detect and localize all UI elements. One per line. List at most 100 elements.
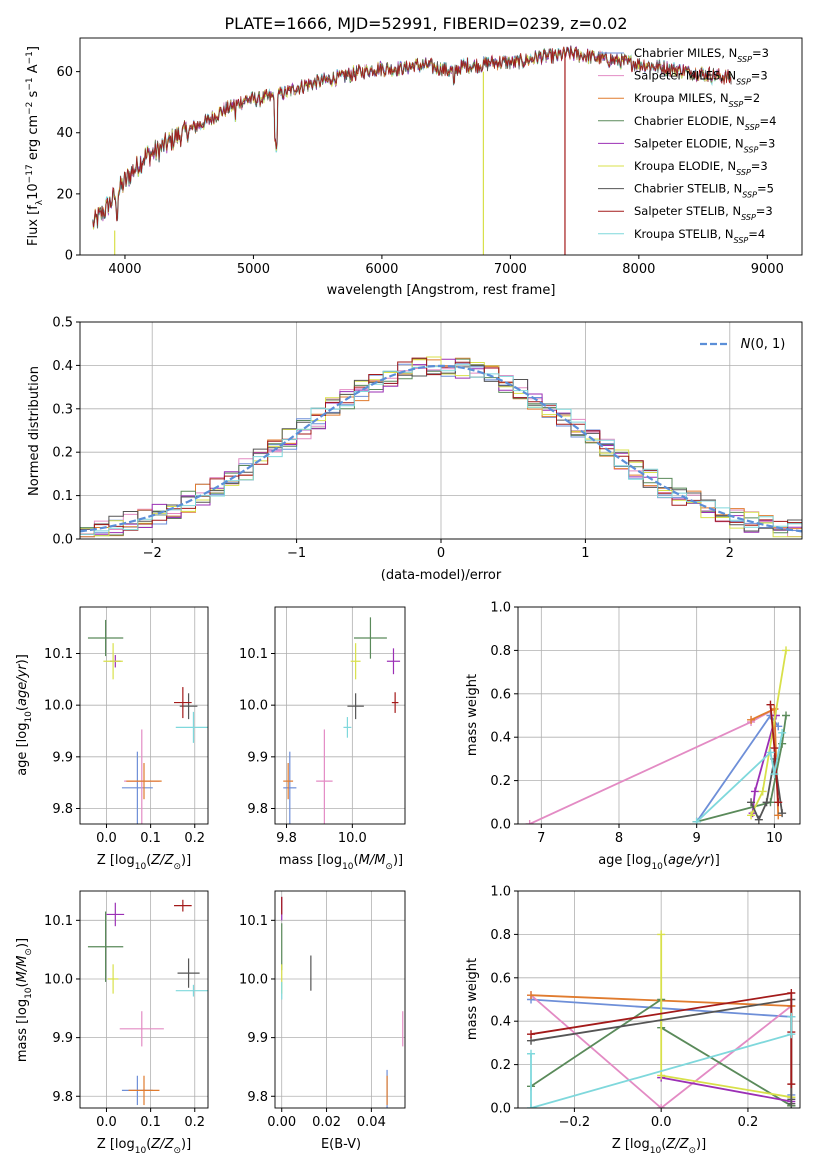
- age_vs_Z-frame: [79, 606, 209, 825]
- legend-entry-rest: =5: [757, 182, 774, 196]
- errorbar-point: [128, 1075, 160, 1106]
- age-vs-mass-xlabel-part: )]: [393, 853, 403, 868]
- mass_weight_vs_age-ytick-label: 0.4: [490, 731, 511, 746]
- mass-weight-marker: [758, 787, 767, 796]
- age-vs-mass-xlabel-part: mass [log: [279, 853, 342, 868]
- mass-vs-z-xlabel-part: 10: [135, 1146, 147, 1156]
- legend-entry-sub: SSP: [736, 168, 751, 177]
- figure-title: PLATE=1666, MJD=52991, FIBERID=0239, z=0…: [224, 14, 627, 33]
- errorbar-point: [174, 687, 192, 719]
- mass-weight-marker: [762, 798, 771, 807]
- mass-weight-marker: [657, 930, 666, 939]
- mass-weight-line-salpeter-stelib: [530, 991, 793, 1085]
- mw-z-xlabel: Z [log10(Z/Z⊙)]: [612, 1137, 706, 1156]
- mass_weight_vs_age-ytick-label: 0.6: [490, 687, 511, 702]
- residuals-xtick-label: −1: [287, 546, 306, 561]
- age_vs_Z-ytick-label: 10.0: [44, 699, 73, 714]
- mw-age-xlabel-part: (: [663, 853, 668, 868]
- legend-entry-rest: =4: [748, 227, 765, 241]
- spectrum-ytick-label: 20: [56, 187, 73, 202]
- residuals-ytick-label: 0.1: [52, 489, 73, 504]
- age_vs_Z-xtick-label: 0.2: [184, 831, 205, 846]
- mass-vs-z-xlabel-part: )]: [181, 1137, 191, 1152]
- mass-weight-line-kroupa-stelib: [530, 1016, 793, 1108]
- legend-entry-rest: =3: [751, 159, 768, 173]
- age-vs-mass-xlabel: mass [log10(M/M⊙)]: [279, 853, 403, 872]
- age_vs_Z-xtick-label: 0.0: [96, 831, 117, 846]
- mass_weight_vs_age-ytick-label: 0.8: [490, 644, 511, 659]
- mass-weight-marker: [778, 728, 787, 737]
- mass_weight_vs_Z-ytick-label: 0.6: [490, 971, 511, 986]
- mass-weight-marker: [657, 1071, 666, 1080]
- mass-weight-marker: [527, 1049, 536, 1058]
- age-vs-z-ylabel-part: 10: [24, 711, 34, 723]
- legend-entry: Chabrier ELODIE, NSSP=4: [634, 114, 776, 132]
- spectrum-ylabel-part: ]: [26, 46, 41, 51]
- mass-weight-marker: [747, 811, 756, 820]
- legend-entry-text: Salpeter ELODIE, N: [634, 136, 744, 150]
- mass_vs_Z-ytick-label: 9.8: [52, 1090, 73, 1105]
- mw-age-xlabel-part: age/yr: [668, 853, 711, 868]
- errorbar-point: [283, 751, 297, 824]
- mass-weight-marker: [787, 1012, 796, 1021]
- legend-entry: Kroupa ELODIE, NSSP=3: [634, 159, 768, 177]
- residuals-xtick-label: 2: [726, 546, 734, 561]
- legend-entry: Chabrier STELIB, NSSP=5: [634, 182, 774, 200]
- spectrum-ylabel-part: s: [26, 90, 41, 101]
- errorbar-point: [347, 693, 364, 720]
- legend-entry: Kroupa MILES, NSSP=2: [634, 91, 760, 109]
- mass-vs-z-ylabel-part: mass [log: [15, 999, 30, 1062]
- mw-age-xlabel-part: age [log: [598, 853, 651, 868]
- legend-entry-sub: SSP: [734, 235, 749, 244]
- errorbar-point: [316, 729, 333, 824]
- age_vs_mass-ytick-label: 10.1: [239, 647, 268, 662]
- mass-weight-line-salpeter-elodie: [661, 1076, 792, 1103]
- mass_weight_vs_Z-ytick-label: 0.2: [490, 1058, 511, 1073]
- errorbar-point: [350, 643, 361, 680]
- mass_weight_vs_Z-axes: −0.2 0.0 0.2 0.0 0.2 0.4 0.6 0.8 1.0: [490, 885, 801, 1130]
- legend-entry-sub: SSP: [729, 100, 744, 109]
- mass-vs-z-xlabel-part: Z [log: [97, 1137, 135, 1152]
- spectrum-axes: 4000 5000 6000 7000 8000 9000 0 20 40 60: [56, 37, 803, 277]
- normal-curve: [80, 364, 802, 533]
- mass-vs-z-xlabel: Z [log10(Z/Z⊙)]: [97, 1137, 191, 1156]
- errorbar-point: [391, 692, 399, 713]
- mass_weight_vs_Z-ytick-label: 1.0: [490, 885, 511, 900]
- errorbar-point: [126, 763, 162, 800]
- mass_vs_ebv-xtick-label: 0.00: [267, 1115, 296, 1130]
- mass-weight-marker: [787, 1080, 796, 1089]
- errorbar-point: [119, 1011, 164, 1047]
- age_vs_Z-xtick-label: 0.1: [140, 831, 161, 846]
- legend-entry-text: Kroupa ELODIE, N: [634, 159, 736, 173]
- age-vs-z-xlabel-part: Z [log: [97, 853, 135, 868]
- legend-entry-rest: =3: [752, 46, 769, 60]
- mass_vs_ebv-ytick-label: 10.1: [239, 914, 268, 929]
- mass-weight-line-salpeter-miles: [530, 994, 792, 1108]
- mass_vs_Z-xtick-label: 0.1: [140, 1115, 161, 1130]
- legend-entry-sub: SSP: [742, 190, 757, 199]
- spectrum-ylabel-part: A: [26, 64, 41, 77]
- mw-age-ylabel: mass weight: [465, 674, 480, 756]
- mass_vs_Z-plot-area: [87, 899, 208, 1106]
- legend-entry-rest: =4: [760, 114, 777, 128]
- spectrum-xtick-label: 7000: [494, 262, 527, 277]
- age_vs_Z-ytick-label: 9.8: [52, 802, 73, 817]
- mw-z-xlabel-part: 10: [650, 1146, 662, 1156]
- mass_vs_Z-frame: [79, 890, 209, 1109]
- age_vs_Z-plot-area: [87, 619, 208, 824]
- age_vs_mass-ytick-label: 9.9: [247, 750, 268, 765]
- errorbar-point: [283, 763, 294, 800]
- mass-weight-marker: [692, 817, 701, 824]
- mass_weight_vs_age-ytick-label: 0.2: [490, 774, 511, 789]
- mw-age-xlabel-part: )]: [710, 853, 720, 868]
- age_vs_mass-frame: [274, 606, 406, 825]
- age-vs-z-ylabel-part: (: [15, 706, 30, 711]
- mass-vs-ebv-xlabel: E(B-V): [321, 1137, 361, 1152]
- residuals-xlabel: (data-model)/error: [381, 568, 502, 583]
- plot-layer: 4000 5000 6000 7000 8000 90000204060Chabrier …: [15, 37, 803, 1156]
- legend-entry-rest: =3: [756, 204, 773, 218]
- age-vs-z-xlabel: Z [log10(Z/Z⊙)]: [97, 853, 191, 872]
- mass_weight_vs_age-frame: [517, 606, 801, 825]
